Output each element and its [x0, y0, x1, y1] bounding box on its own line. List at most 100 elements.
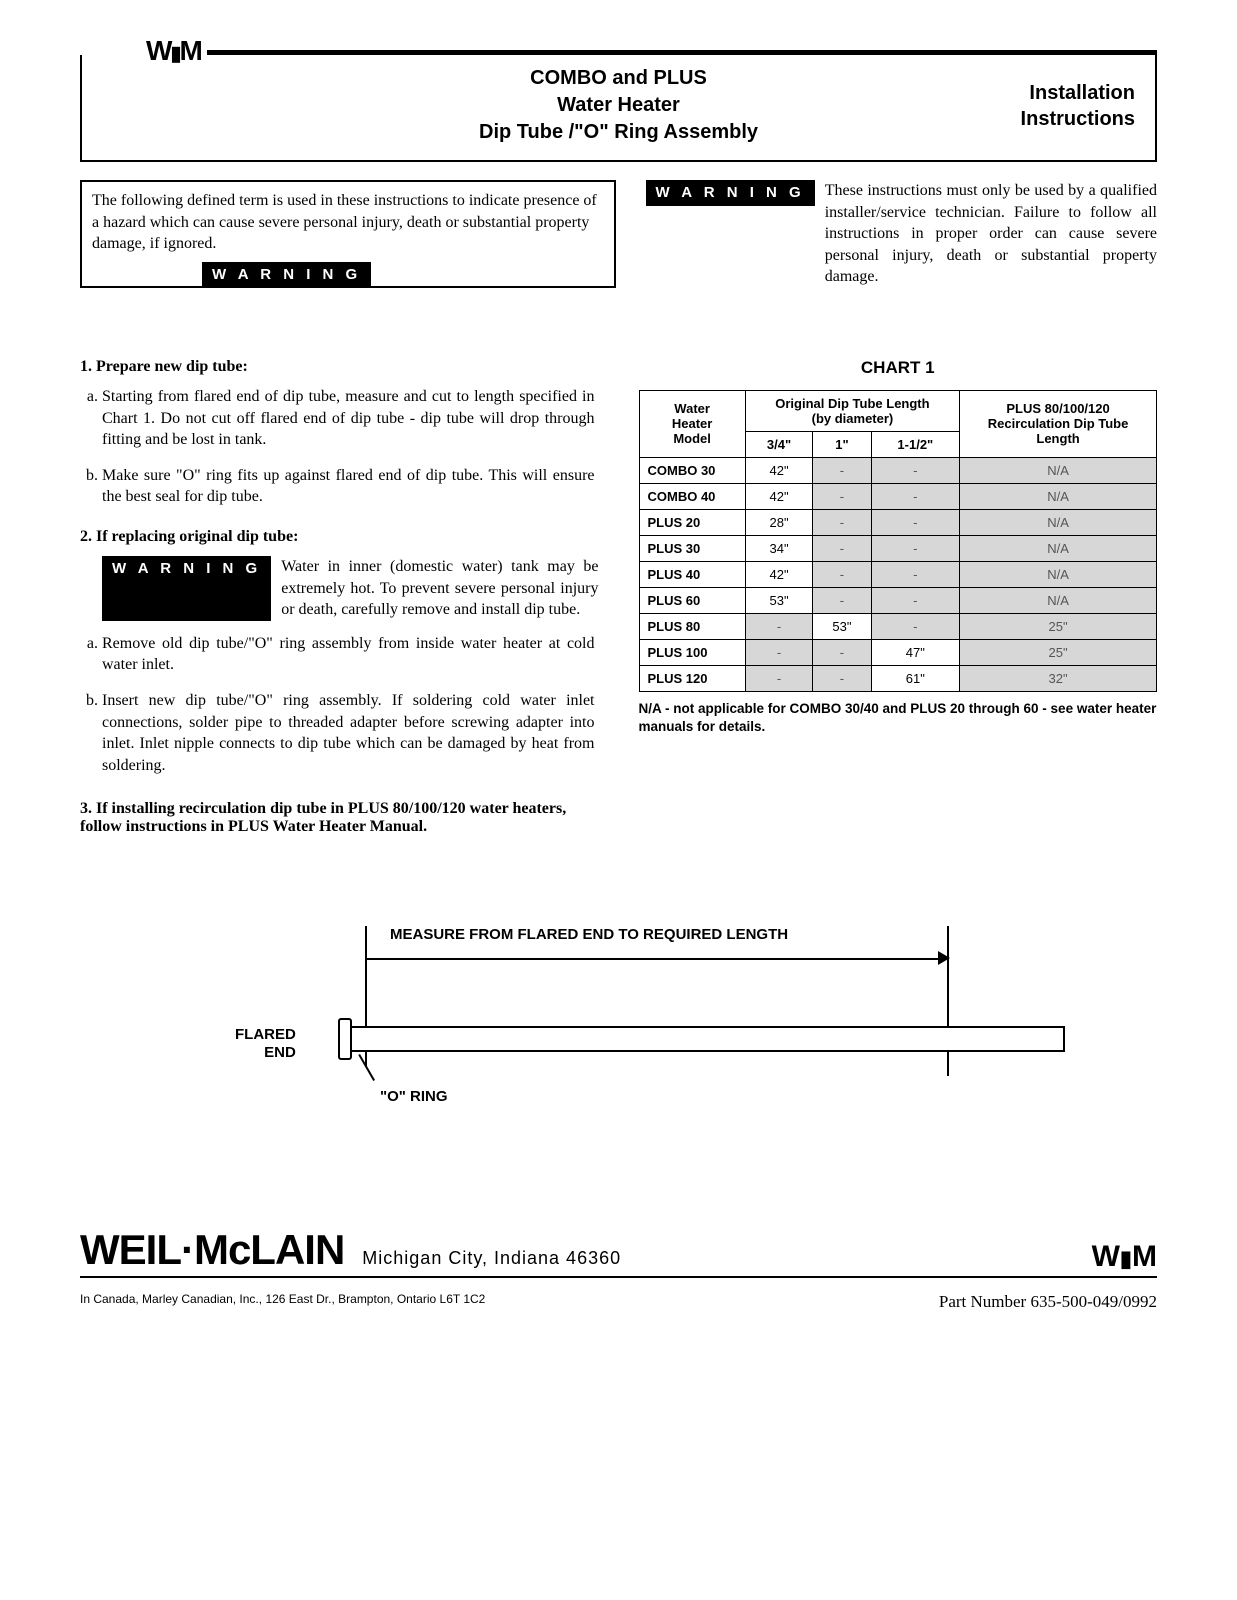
warning-installer-text: These instructions must only be used by …	[825, 180, 1157, 288]
brand-location: Michigan City, Indiana 46360	[362, 1248, 621, 1268]
warning-badge: W A R N I N G	[102, 556, 271, 621]
diagram-oring-label: "O" RING	[380, 1088, 448, 1105]
th-orig-l2: (by diameter)	[812, 411, 894, 426]
diagram-flared-end	[338, 1018, 352, 1060]
footer-part-number: Part Number 635-500-049/0992	[939, 1292, 1157, 1312]
header-right-2: Instructions	[935, 106, 1135, 132]
table-cell: -	[813, 665, 871, 691]
table-cell: PLUS 80	[639, 613, 745, 639]
diagram-flared-l1: FLARED	[235, 1026, 296, 1043]
table-cell: PLUS 120	[639, 665, 745, 691]
step2-heading: 2. If replacing original dip tube:	[80, 528, 599, 546]
brand-name: WEIL·McLAIN	[80, 1226, 344, 1273]
diagram-arrow-line	[367, 958, 945, 960]
warning-definition-text: The following defined term is used in th…	[92, 192, 597, 252]
table-cell: 53"	[745, 587, 813, 613]
diagram-tick-right	[947, 926, 949, 1076]
th-model-l3: Model	[673, 431, 711, 446]
table-cell: -	[813, 509, 871, 535]
table-row: PLUS 100--47"25"	[639, 639, 1157, 665]
table-cell: 25"	[960, 639, 1157, 665]
table-cell: PLUS 100	[639, 639, 745, 665]
table-cell: 42"	[745, 457, 813, 483]
diagram-arrow-head-icon	[938, 951, 950, 965]
table-cell: -	[871, 587, 960, 613]
table-cell: 53"	[813, 613, 871, 639]
step3-heading: 3. If installing recirculation dip tube …	[80, 800, 599, 836]
table-cell: -	[813, 535, 871, 561]
step1-a: Starting from flared end of dip tube, me…	[102, 386, 599, 451]
table-cell: 34"	[745, 535, 813, 561]
table-row: PLUS 4042"--N/A	[639, 561, 1157, 587]
table-row: PLUS 80-53"-25"	[639, 613, 1157, 639]
step2-warning-text: Water in inner (domestic water) tank may…	[281, 556, 598, 621]
th-model: Water Heater Model	[639, 390, 745, 457]
table-cell: 47"	[871, 639, 960, 665]
th-recirc-l1: PLUS 80/100/120	[1006, 401, 1109, 416]
th-recirc-l2: Recirculation Dip Tube	[988, 416, 1129, 431]
header-title-1: COMBO and PLUS	[302, 65, 935, 92]
table-cell: PLUS 40	[639, 561, 745, 587]
header-logo-notch: W▮M	[140, 35, 207, 67]
table-cell: N/A	[960, 509, 1157, 535]
warning-definition-box: The following defined term is used in th…	[80, 180, 616, 288]
th-orig: Original Dip Tube Length (by diameter)	[745, 390, 959, 431]
table-cell: COMBO 40	[639, 483, 745, 509]
step1-list: Starting from flared end of dip tube, me…	[102, 386, 599, 508]
th-orig-l1: Original Dip Tube Length	[775, 396, 929, 411]
table-cell: -	[871, 483, 960, 509]
table-cell: COMBO 30	[639, 457, 745, 483]
chart1-table: Water Heater Model Original Dip Tube Len…	[639, 390, 1158, 692]
table-cell: 25"	[960, 613, 1157, 639]
table-cell: 28"	[745, 509, 813, 535]
th-recirc-l3: Length	[1036, 431, 1079, 446]
warning-installer-block: W A R N I N G These instructions must on…	[646, 180, 1158, 288]
warning-badge: W A R N I N G	[202, 262, 371, 288]
table-row: PLUS 6053"--N/A	[639, 587, 1157, 613]
th-1: 1"	[813, 431, 871, 457]
wm-logo-footer: W▮M	[1092, 1240, 1157, 1274]
table-cell: N/A	[960, 457, 1157, 483]
footer-canada: In Canada, Marley Canadian, Inc., 126 Ea…	[80, 1292, 485, 1312]
step2-list: Remove old dip tube/"O" ring assembly fr…	[102, 633, 599, 777]
footer-sub-row: In Canada, Marley Canadian, Inc., 126 Ea…	[80, 1292, 1157, 1312]
table-cell: -	[813, 639, 871, 665]
table-row: COMBO 3042"--N/A	[639, 457, 1157, 483]
table-cell: 42"	[745, 483, 813, 509]
table-cell: -	[871, 613, 960, 639]
table-cell: 32"	[960, 665, 1157, 691]
footer: WEIL·McLAIN Michigan City, Indiana 46360…	[80, 1226, 1157, 1312]
th-recirc: PLUS 80/100/120 Recirculation Dip Tube L…	[960, 390, 1157, 457]
table-cell: 61"	[871, 665, 960, 691]
table-cell: N/A	[960, 587, 1157, 613]
right-column: CHART 1 Water Heater Model Original Dip …	[639, 358, 1158, 846]
footer-brand-row: WEIL·McLAIN Michigan City, Indiana 46360…	[80, 1226, 1157, 1278]
table-cell: PLUS 60	[639, 587, 745, 613]
table-cell: -	[745, 639, 813, 665]
table-cell: -	[871, 457, 960, 483]
table-cell: -	[813, 561, 871, 587]
table-cell: PLUS 30	[639, 535, 745, 561]
header-right-1: Installation	[935, 80, 1135, 106]
wm-logo-small: W▮M	[146, 35, 201, 66]
header-title-3: Dip Tube /"O" Ring Assembly	[302, 119, 935, 146]
th-34: 3/4"	[745, 431, 813, 457]
chart-body: COMBO 3042"--N/ACOMBO 4042"--N/APLUS 202…	[639, 457, 1157, 691]
table-cell: -	[871, 535, 960, 561]
warning-badge-left-wrap: W A R N I N G	[202, 262, 371, 288]
table-row: PLUS 3034"--N/A	[639, 535, 1157, 561]
step2-b: Insert new dip tube/"O" ring assembly. I…	[102, 690, 599, 776]
table-cell: -	[745, 613, 813, 639]
diagram-measure-label: MEASURE FROM FLARED END TO REQUIRED LENG…	[390, 926, 788, 943]
chart-note: N/A - not applicable for COMBO 30/40 and…	[639, 700, 1158, 735]
diagram-tube	[345, 1026, 1065, 1052]
table-row: PLUS 120--61"32"	[639, 665, 1157, 691]
table-cell: -	[813, 587, 871, 613]
warning-badge: W A R N I N G	[646, 180, 815, 206]
th-112: 1-1/2"	[871, 431, 960, 457]
left-column: 1. Prepare new dip tube: Starting from f…	[80, 358, 599, 846]
table-cell: 42"	[745, 561, 813, 587]
step1-heading: 1. Prepare new dip tube:	[80, 358, 599, 376]
table-cell: N/A	[960, 483, 1157, 509]
table-cell: -	[871, 561, 960, 587]
